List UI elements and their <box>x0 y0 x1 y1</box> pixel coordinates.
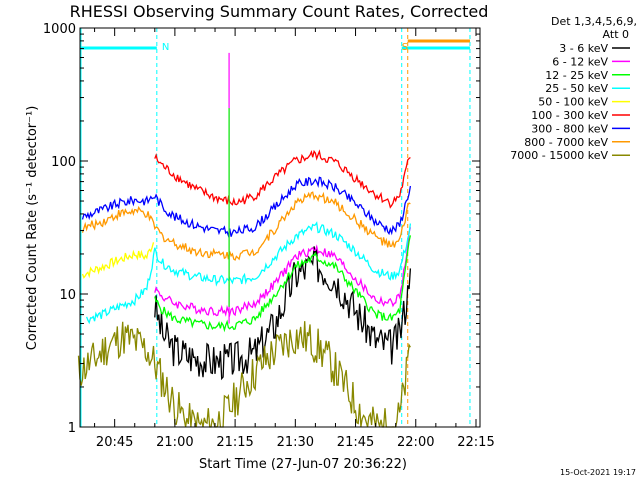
legend-label: 12 - 25 keV <box>545 69 608 82</box>
y-tick-label: 100 <box>51 155 76 170</box>
x-tick-label: 21:00 <box>156 435 193 450</box>
series-line-4 <box>81 242 155 279</box>
series-line-3 <box>85 221 412 325</box>
x-tick-label: 20:45 <box>96 435 133 450</box>
x-tick-label: 21:15 <box>216 435 253 450</box>
legend-label: 7000 - 15000 keV <box>510 149 608 162</box>
marker-label-s: S <box>402 42 408 53</box>
legend-label: 25 - 50 keV <box>545 82 608 95</box>
series-line-1 <box>154 227 412 318</box>
legend-label: 100 - 300 keV <box>531 109 608 122</box>
legend-header-line-1: Det 1,3,4,5,6,9, <box>551 15 637 28</box>
legend-label: 800 - 7000 keV <box>524 136 608 149</box>
marker-label-n: N <box>162 42 169 53</box>
series-line-5 <box>154 149 411 209</box>
x-tick-label: 21:30 <box>277 435 314 450</box>
y-tick-label: 1 <box>68 421 76 436</box>
x-tick-label: 22:15 <box>457 435 494 450</box>
series-line-8 <box>77 321 411 428</box>
legend-label: 3 - 6 keV <box>559 42 608 55</box>
y-tick-label: 10 <box>59 288 76 303</box>
y-axis-label: Corrected Count Rate (s⁻¹ detector⁻¹) <box>25 106 40 351</box>
legend-label: 6 - 12 keV <box>552 55 608 68</box>
series-line-7 <box>81 191 411 261</box>
series-line-0 <box>154 246 412 381</box>
y-axis-ticks: 1 10 100 1000 <box>43 22 480 436</box>
y-tick-label: 1000 <box>43 22 76 37</box>
timestamp: 15-Oct-2021 19:17 <box>560 468 636 477</box>
x-axis-ticks: 20:45 21:00 21:15 21:30 21:45 22:00 22:15 <box>94 28 495 450</box>
x-tick-label: 21:45 <box>337 435 374 450</box>
x-tick-label: 22:00 <box>397 435 434 450</box>
series-line-6 <box>81 176 412 239</box>
chart-title: RHESSI Observing Summary Count Rates, Co… <box>70 2 489 21</box>
x-axis-label: Start Time (27-Jun-07 20:36:22) <box>199 457 407 472</box>
legend-label: 300 - 800 keV <box>531 122 608 135</box>
plot-frame <box>79 27 481 428</box>
legend-label: 50 - 100 keV <box>538 96 608 109</box>
series-line-2 <box>154 235 412 333</box>
legend-header-line-2: Att 0 <box>603 28 629 41</box>
